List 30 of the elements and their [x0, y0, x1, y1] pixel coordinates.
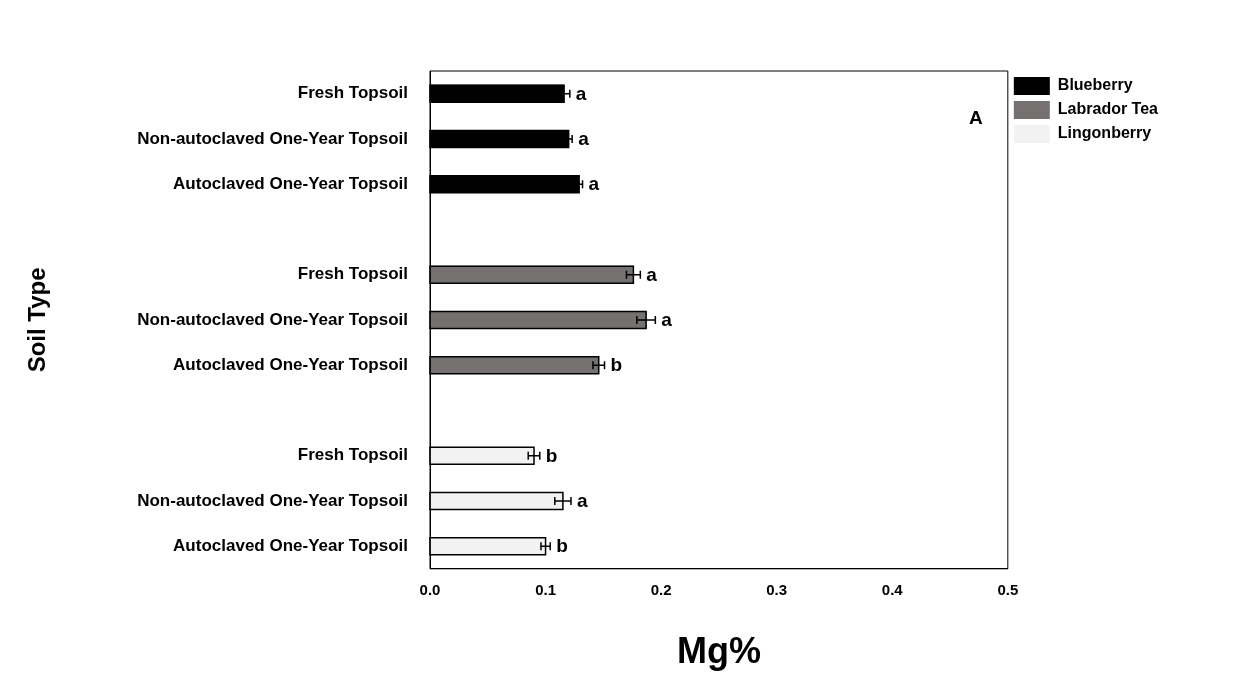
x-tick-label: 0.5: [997, 580, 1019, 598]
legend-label: Lingonberry: [1057, 124, 1152, 142]
x-axis-title: Mg%: [676, 630, 761, 672]
y-tick-label: Autoclaved One-Year Topsoil: [173, 354, 408, 374]
y-tick-label: Non-autoclaved One-Year Topsoil: [137, 490, 408, 510]
y-tick-label: Fresh Topsoil: [297, 445, 408, 465]
y-tick-label: Non-autoclaved One-Year Topsoil: [137, 309, 408, 329]
x-tick-label: 0.1: [535, 580, 556, 598]
data-label: b: [545, 444, 558, 466]
data-label: a: [661, 309, 673, 331]
y-tick-label: Autoclaved One-Year Topsoil: [173, 535, 408, 555]
data-label: a: [578, 128, 590, 150]
y-tick-label: Non-autoclaved One-Year Topsoil: [137, 128, 408, 148]
data-label: b: [556, 535, 568, 557]
x-tick-label: 0.4: [881, 580, 904, 598]
y-tick-label: Fresh Topsoil: [297, 83, 408, 103]
data-label: a: [576, 490, 588, 512]
data-label: a: [646, 263, 658, 285]
legend-label: Labrador Tea: [1057, 100, 1159, 118]
data-label: a: [588, 173, 600, 195]
annotation: A: [969, 107, 984, 129]
data-label: a: [575, 82, 587, 104]
x-tick-label: 0.2: [650, 580, 672, 598]
y-tick-label: Autoclaved One-Year Topsoil: [173, 173, 408, 193]
x-tick-label: 0.0: [419, 580, 441, 598]
data-label: b: [610, 354, 623, 376]
legend-label: Blueberry: [1057, 76, 1133, 94]
y-axis-title: Soil Type: [23, 267, 51, 373]
x-tick-label: 0.3: [766, 580, 788, 598]
y-tick-label: Fresh Topsoil: [297, 264, 408, 284]
